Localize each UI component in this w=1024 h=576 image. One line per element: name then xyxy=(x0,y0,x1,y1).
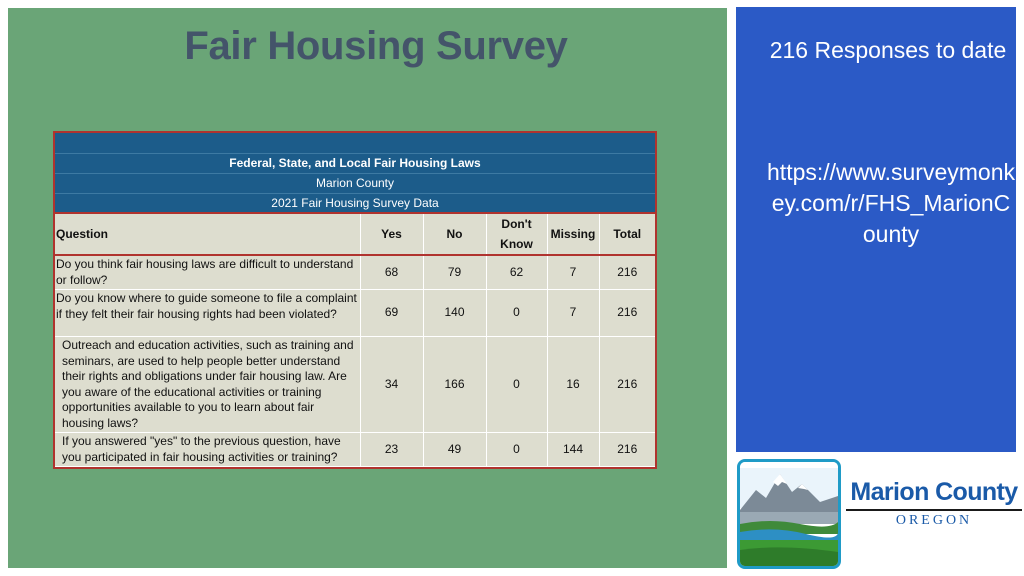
table-header-line: Federal, State, and Local Fair Housing L… xyxy=(55,152,655,173)
dont-know-cell: 0 xyxy=(486,432,548,467)
yes-cell: 69 xyxy=(360,289,424,337)
column-header-row: Question Yes No Don't Know Missing Total xyxy=(55,212,655,256)
dont-know-cell: 0 xyxy=(486,289,548,337)
table-header-title: Federal, State, and Local Fair Housing L… xyxy=(55,152,655,173)
total-cell: 216 xyxy=(599,336,655,433)
table-row: Outreach and education activities, such … xyxy=(55,336,655,433)
missing-cell: 144 xyxy=(547,432,600,467)
column-header-dont-know: Don't Know xyxy=(486,212,548,256)
yes-cell: 34 xyxy=(360,336,424,433)
column-header-total: Total xyxy=(599,212,655,256)
slide-title: Fair Housing Survey xyxy=(184,24,568,68)
missing-cell: 7 xyxy=(547,289,600,337)
yes-cell: 68 xyxy=(360,255,424,290)
no-cell: 140 xyxy=(423,289,487,337)
column-header-dont-know-line2: Know xyxy=(500,237,533,251)
table-header-county: Marion County xyxy=(55,172,655,193)
logo-county-name: Marion County xyxy=(846,478,1022,511)
total-cell: 216 xyxy=(599,255,655,290)
question-cell: Outreach and education activities, such … xyxy=(55,336,361,433)
total-cell: 216 xyxy=(599,432,655,467)
column-header-no: No xyxy=(423,212,487,256)
survey-url-link[interactable]: https://www.surveymonkey.com/r/FHS_Mario… xyxy=(767,159,1015,247)
dont-know-cell: 62 xyxy=(486,255,548,290)
column-header-question: Question xyxy=(55,212,361,256)
question-cell: Do you know where to guide someone to fi… xyxy=(55,289,361,337)
table-header-line: 2021 Fair Housing Survey Data xyxy=(55,192,655,213)
dont-know-cell: 0 xyxy=(486,336,548,433)
county-logo-badge xyxy=(737,459,841,569)
table-row: If you answered "yes" to the previous qu… xyxy=(55,432,655,467)
no-cell: 166 xyxy=(423,336,487,433)
logo-state-name: OREGON xyxy=(895,513,973,528)
missing-cell: 16 xyxy=(547,336,600,433)
county-logo-text: Marion County OREGON xyxy=(846,478,1022,529)
no-cell: 49 xyxy=(423,432,487,467)
column-header-dont-know-line1: Don't xyxy=(501,217,532,231)
table-header-line: Marion County xyxy=(55,172,655,193)
question-cell: If you answered "yes" to the previous qu… xyxy=(55,432,361,467)
responses-count-text: 216 Responses to date xyxy=(769,37,1007,63)
table-header-spacer xyxy=(55,133,655,153)
survey-table: Federal, State, and Local Fair Housing L… xyxy=(53,131,657,469)
no-cell: 79 xyxy=(423,255,487,290)
total-cell: 216 xyxy=(599,289,655,337)
missing-cell: 7 xyxy=(547,255,600,290)
yes-cell: 23 xyxy=(360,432,424,467)
mountain-landscape-icon xyxy=(740,462,838,566)
column-header-missing: Missing xyxy=(547,212,600,256)
table-row: Do you know where to guide someone to fi… xyxy=(55,289,655,337)
side-panel: 216 Responses to date https://www.survey… xyxy=(736,7,1016,452)
table-row: Do you think fair housing laws are diffi… xyxy=(55,255,655,290)
column-header-yes: Yes xyxy=(360,212,424,256)
question-cell: Do you think fair housing laws are diffi… xyxy=(55,255,361,290)
table-header-dataset: 2021 Fair Housing Survey Data xyxy=(55,192,655,213)
